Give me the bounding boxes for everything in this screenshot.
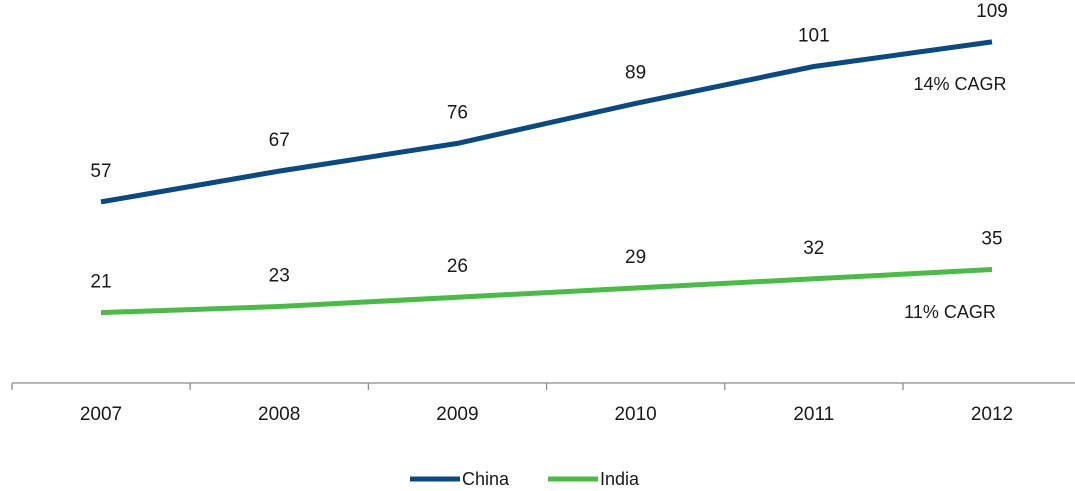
data-label-india: 35 [981,229,1002,250]
x-tick-label: 2012 [971,404,1013,425]
series-line-india [100,267,993,316]
data-label-china: 101 [798,26,830,47]
x-axis: 2007 2008 2009 2010 2011 2012 [11,382,1075,425]
data-label-india: 26 [447,256,468,277]
legend-label-india: India [600,469,640,489]
data-labels: 57 67 76 89 101 109 21 23 26 29 32 35 [90,1,1007,293]
data-label-india: 32 [803,238,824,259]
data-label-china: 109 [976,1,1008,22]
cagr-annotation-china: 14% CAGR [913,74,1006,94]
series-lines [100,39,993,316]
legend: China India [410,469,640,489]
series-line-china [100,39,993,205]
data-label-india: 23 [269,265,290,286]
legend-label-china: China [462,469,510,489]
cagr-annotations: 14% CAGR 11% CAGR [904,74,1006,322]
x-tick-label: 2008 [258,404,300,425]
x-tick-label: 2007 [80,404,122,425]
x-tick-label: 2009 [436,404,478,425]
x-tick-label: 2010 [614,404,656,425]
data-label-china: 57 [90,161,111,182]
data-label-china: 89 [625,62,646,83]
x-tick-label: 2011 [793,404,834,425]
data-label-india: 21 [90,272,111,293]
data-label-india: 29 [625,247,646,268]
cagr-annotation-india: 11% CAGR [904,302,996,322]
data-label-china: 76 [447,102,468,123]
data-label-china: 67 [269,130,290,151]
